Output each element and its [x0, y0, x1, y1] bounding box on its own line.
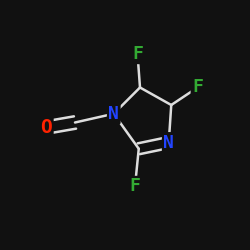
Text: N: N — [108, 105, 119, 123]
Text: F: F — [130, 177, 140, 195]
Text: O: O — [40, 118, 52, 137]
Text: F: F — [192, 78, 203, 96]
Text: N: N — [163, 134, 174, 152]
Text: F: F — [132, 45, 143, 63]
